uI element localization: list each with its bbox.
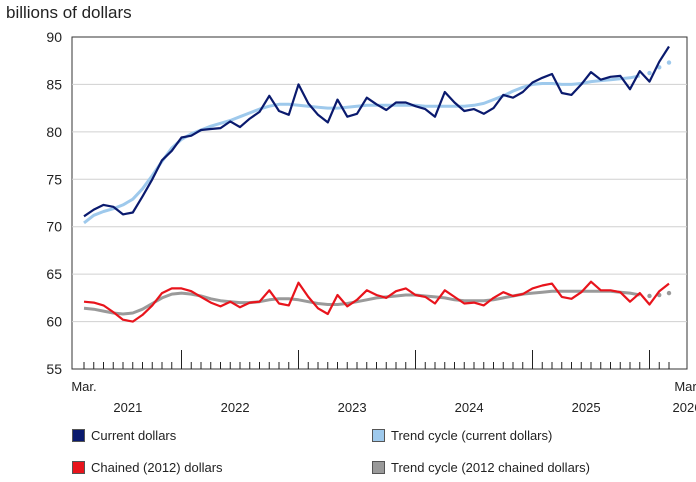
y-tick-label: 75 [46, 171, 62, 187]
y-tick-label: 55 [46, 361, 62, 377]
x-year-label: 2022 [221, 400, 250, 415]
y-tick-label: 65 [46, 266, 62, 282]
y-tick-label: 60 [46, 314, 62, 330]
legend-item-trend-current: Trend cycle (current dollars) [372, 428, 552, 443]
legend-label: Trend cycle (current dollars) [391, 428, 553, 443]
legend-swatch [72, 429, 85, 442]
x-start-month-label: Mar. [71, 379, 96, 394]
legend-swatch [72, 461, 85, 474]
legend-label: Trend cycle (2012 chained dollars) [391, 460, 590, 475]
y-tick-label: 70 [46, 219, 62, 235]
legend-item-chained-dollars: Chained (2012) dollars [72, 460, 223, 475]
legend-item-trend-chained: Trend cycle (2012 chained dollars) [372, 460, 590, 475]
plot-frame [71, 36, 688, 370]
y-axis-label: billions of dollars [6, 3, 132, 22]
y-tick-label: 85 [46, 76, 62, 92]
x-year-label: 2026 [673, 400, 696, 415]
x-year-label: 2023 [338, 400, 367, 415]
series-line [83, 289, 641, 316]
x-year-label: 2021 [113, 400, 142, 415]
legend-item-current-dollars: Current dollars [72, 428, 176, 443]
x-year-label: 2024 [455, 400, 484, 415]
series-point-projection [666, 290, 672, 296]
y-tick-label: 90 [46, 29, 62, 45]
legend-label: Current dollars [91, 428, 177, 443]
legend-swatch [372, 429, 385, 442]
legend-swatch [372, 461, 385, 474]
series-point-projection [647, 293, 652, 299]
legend-label: Chained (2012) dollars [91, 460, 223, 475]
series-line [83, 280, 670, 323]
series-point-projection [647, 70, 652, 76]
series-point-projection [666, 60, 672, 65]
y-tick-label: 80 [46, 124, 62, 140]
series-line [83, 45, 670, 218]
x-end-month-label: Mar. [674, 379, 696, 394]
x-year-label: 2025 [572, 400, 601, 415]
